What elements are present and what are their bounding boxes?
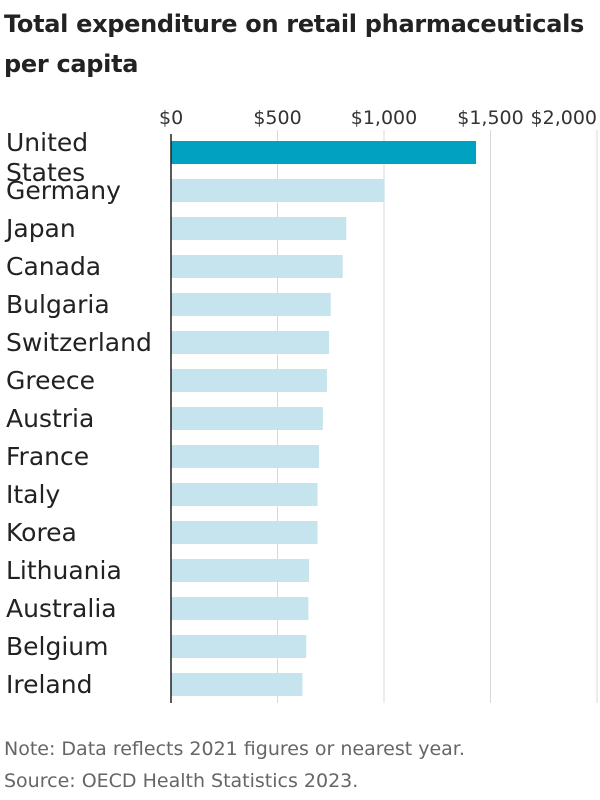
x-tick-label: $0	[159, 107, 183, 129]
bar-japan	[171, 217, 347, 240]
bar-canada	[171, 255, 343, 278]
bar-france	[171, 445, 320, 468]
category-label-switzerland: Switzerland	[6, 328, 152, 357]
x-tick-label: $500	[253, 107, 301, 129]
category-label-france: France	[6, 442, 89, 471]
category-label-greece: Greece	[6, 366, 95, 395]
gridlines	[277, 130, 598, 703]
bar-korea	[171, 521, 318, 544]
category-label-belgium: Belgium	[6, 632, 109, 661]
bar-lithuania	[171, 559, 310, 582]
bar-italy	[171, 483, 318, 506]
category-label-canada: Canada	[6, 252, 101, 281]
bar-germany	[171, 179, 385, 202]
bar-belgium	[171, 635, 307, 658]
x-tick-label: $1,500	[457, 107, 523, 129]
category-label-lithuania: Lithuania	[6, 556, 122, 585]
category-label-austria: Austria	[6, 404, 94, 433]
bar-switzerland	[171, 331, 330, 354]
chart-note: Note: Data reflects 2021 figures or near…	[4, 738, 465, 760]
bar-australia	[171, 597, 309, 620]
bar-greece	[171, 369, 327, 392]
category-label-japan: Japan	[4, 214, 76, 243]
x-tick-label: $2,000	[531, 107, 597, 129]
category-label-ireland: Ireland	[6, 670, 92, 699]
chart-source: Source: OECD Health Statistics 2023.	[4, 770, 359, 792]
category-label-bulgaria: Bulgaria	[6, 290, 110, 319]
bars	[171, 141, 477, 696]
category-label-australia: Australia	[6, 594, 117, 623]
category-label-italy: Italy	[6, 480, 60, 509]
chart-title: Total expenditure on retail pharmaceutic…	[4, 10, 584, 78]
bar-austria	[171, 407, 323, 430]
x-axis-tick-labels: $0 $500 $1,000 $1,500 $2,000	[159, 107, 597, 129]
category-label-korea: Korea	[6, 518, 77, 547]
x-tick-label: $1,000	[351, 107, 417, 129]
bar-ireland	[171, 673, 303, 696]
category-label-germany: Germany	[6, 176, 121, 205]
bar-bulgaria	[171, 293, 331, 316]
bar-united-states	[171, 141, 477, 164]
category-label-united-states: United States	[6, 128, 88, 187]
